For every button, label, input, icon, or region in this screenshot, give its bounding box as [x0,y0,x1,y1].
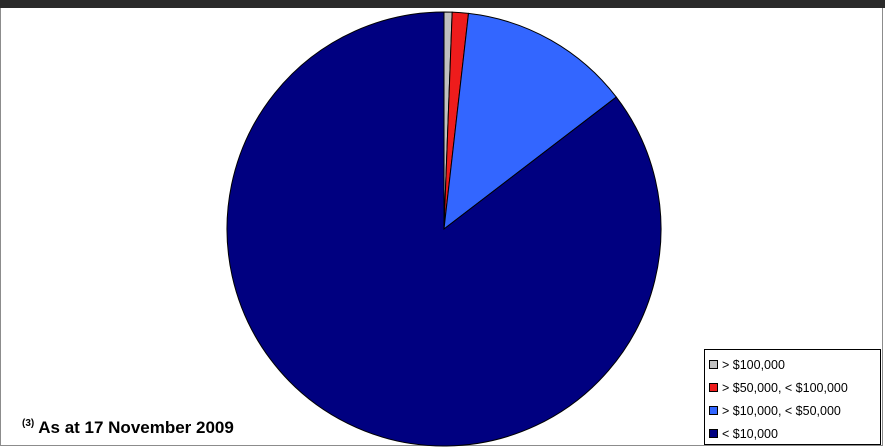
legend-swatch [709,360,718,369]
legend-swatch [709,383,718,392]
footnote-text: As at 17 November 2009 [38,418,234,437]
legend-item-1: > $50,000, < $100,000 [709,376,880,399]
pie-slice-2 [443,12,617,231]
legend-item-0: > $100,000 [709,353,880,376]
footnote-marker: (3) [22,418,35,429]
top-header-bar [0,0,885,8]
legend-item-3: < $10,000 [709,422,880,445]
footnote: (3) As at 17 November 2009 [22,418,234,438]
pie-slice-3 [226,11,662,447]
legend-swatch [709,429,718,438]
legend-label: > $100,000 [722,357,785,372]
legend-label: < $10,000 [722,426,778,441]
legend-item-2: > $10,000, < $50,000 [709,399,880,422]
legend-swatch [709,406,718,415]
chart-legend: > $100,000 > $50,000, < $100,000 > $10,000… [704,349,881,445]
legend-label: > $10,000, < $50,000 [722,403,841,418]
legend-label: > $50,000, < $100,000 [722,380,848,395]
